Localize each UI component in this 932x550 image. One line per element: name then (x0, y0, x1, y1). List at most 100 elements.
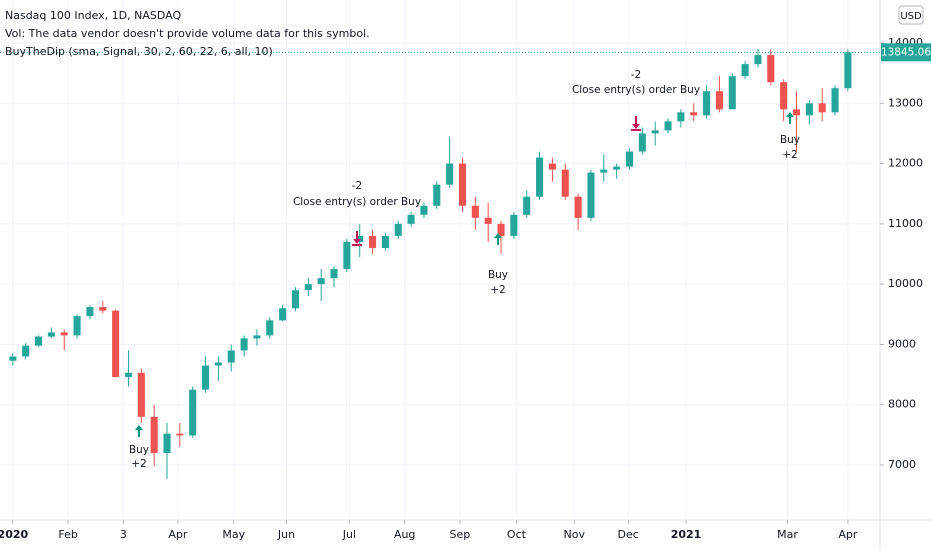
candle-body (253, 335, 261, 339)
signal-qty: -2 (352, 180, 362, 192)
candle-body (703, 91, 711, 116)
x-tick-label: Jul (342, 528, 356, 541)
currency-button[interactable] (898, 5, 924, 25)
candle-body (471, 205, 479, 218)
x-tick-label: 2020 (0, 528, 28, 541)
candle-body (202, 365, 210, 390)
candle-body (124, 372, 132, 377)
buy-arrow-head (494, 233, 502, 238)
candle-body (86, 307, 94, 317)
last-price-label: 13845.06 (881, 46, 931, 58)
candle-body (330, 269, 338, 279)
candle-body (266, 320, 274, 336)
candle-body (818, 103, 826, 113)
candle-body (767, 55, 775, 83)
buy-arrow-head (135, 425, 143, 430)
candle-body (651, 130, 659, 134)
x-tick-label: 3 (120, 528, 127, 541)
candle-body (690, 112, 698, 116)
signal-qty: -2 (631, 69, 641, 81)
x-tick-label: Sep (450, 528, 471, 541)
x-tick-label: Oct (507, 528, 527, 541)
candle-body (47, 332, 55, 337)
candle-body (510, 214, 518, 236)
candle-body (317, 278, 325, 285)
candle-body (189, 389, 197, 436)
candle-body (356, 235, 364, 242)
y-tick-label: 12000 (888, 157, 923, 170)
x-tick-label: Dec (618, 528, 639, 541)
candle-body (35, 336, 43, 346)
candle-body (831, 88, 839, 113)
grid (0, 0, 884, 524)
candle-body (484, 217, 492, 224)
candle-body (780, 82, 788, 110)
candle-body (458, 163, 467, 206)
y-tick-label: 8000 (888, 398, 916, 411)
indicator-label: BuyTheDip (sma, Signal, 30, 2, 60, 22, 6… (5, 45, 273, 58)
x-tick-label: Mar (777, 528, 798, 541)
x-tick-label: Nov (564, 528, 586, 541)
candle-body (587, 172, 595, 218)
candle-body (805, 103, 813, 116)
candle-body (536, 157, 544, 197)
candle-body (137, 372, 145, 417)
candle-body (548, 163, 556, 170)
candle-body (433, 184, 441, 206)
candle-body (638, 133, 646, 152)
chart-title: Nasdaq 100 Index, 1D, NASDAQ (5, 9, 181, 22)
candle-body (369, 235, 377, 248)
currency-label: USD (900, 11, 922, 22)
candle-body (728, 76, 736, 110)
volume-note: Vol: The data vendor doesn't provide vol… (5, 27, 370, 40)
candle-body (60, 332, 68, 336)
candle-body (446, 163, 454, 185)
signal-label: Buy (488, 269, 508, 281)
candle-body (279, 308, 287, 321)
candle-body (163, 433, 171, 453)
candle-body (523, 196, 531, 215)
candle-body (792, 109, 801, 116)
candle-body (754, 55, 762, 65)
candle-body (214, 362, 222, 366)
y-tick-label: 7000 (888, 458, 916, 471)
candle-body (561, 169, 569, 197)
signal-qty: +2 (131, 458, 146, 470)
candle-body (677, 112, 685, 122)
candle-body (227, 350, 235, 363)
x-tick-label: Jun (277, 528, 295, 541)
plot (0, 49, 880, 479)
signal-label: Buy (129, 444, 149, 456)
y-tick-label: 11000 (888, 217, 923, 230)
candle-body (613, 166, 621, 170)
candle-body (664, 121, 672, 131)
candle-body (394, 223, 402, 236)
y-tick-label: 9000 (888, 337, 916, 350)
candle-body (99, 307, 107, 311)
candle-body (844, 52, 852, 89)
candle-body (574, 196, 582, 218)
buy-arrow-head (786, 112, 794, 117)
candle-body (715, 91, 723, 110)
candle-body (381, 235, 389, 248)
candle-body (420, 205, 428, 215)
x-tick-label: 2021 (671, 528, 702, 541)
candle-body (22, 345, 30, 357)
close-arrow-head (353, 239, 361, 244)
candle-body (304, 284, 312, 291)
x-tick-label: Aug (394, 528, 415, 541)
x-tick-label: Feb (58, 528, 77, 541)
candle-body (497, 223, 505, 236)
signal-qty: +2 (490, 284, 505, 296)
candle-body (600, 169, 608, 173)
candle-body (73, 316, 81, 336)
x-tick-label: Apr (168, 528, 188, 541)
candle-body (9, 356, 17, 361)
x-tick-label: May (222, 528, 245, 541)
candle-body (291, 290, 300, 309)
y-tick-label: 10000 (888, 277, 923, 290)
signal-label: Close entry(s) order Buy (293, 196, 421, 208)
x-tick-label: Apr (838, 528, 858, 541)
